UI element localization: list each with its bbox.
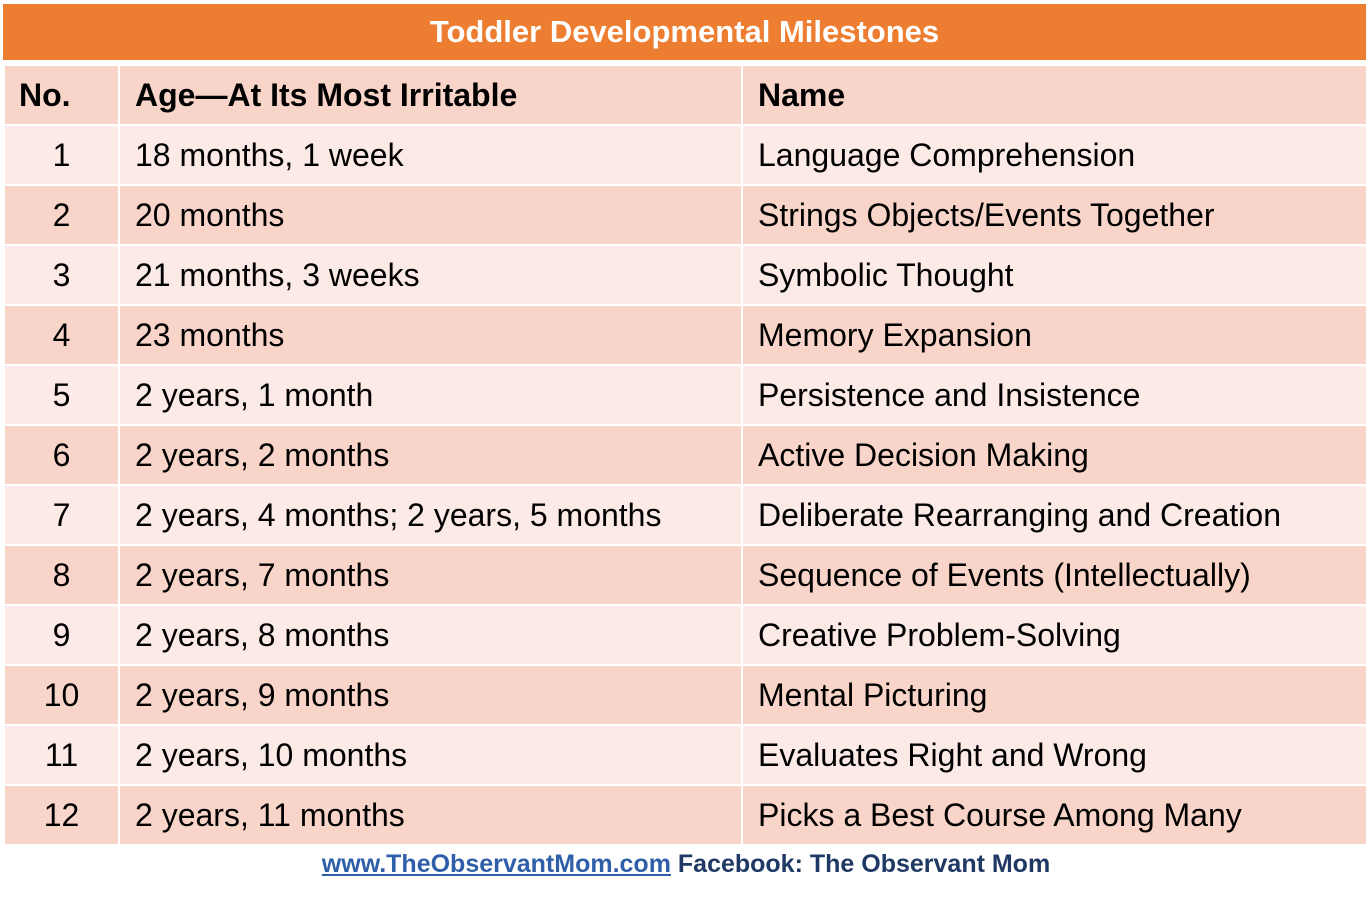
row-name: Active Decision Making (741, 424, 1368, 486)
row-age: 2 years, 11 months (118, 784, 743, 846)
row-name: Language Comprehension (741, 124, 1368, 186)
row-age: 20 months (118, 184, 743, 246)
row-name: Evaluates Right and Wrong (741, 724, 1368, 786)
column-header-name: Name (741, 64, 1368, 126)
row-name: Strings Objects/Events Together (741, 184, 1368, 246)
row-age: 23 months (118, 304, 743, 366)
row-number: 5 (3, 364, 120, 426)
row-age: 2 years, 7 months (118, 544, 743, 606)
row-number: 3 (3, 244, 120, 306)
row-name: Sequence of Events (Intellectually) (741, 544, 1368, 606)
row-number: 12 (3, 784, 120, 846)
table-row: 6 2 years, 2 months Active Decision Maki… (3, 424, 1368, 486)
milestones-table: No. Age—At Its Most Irritable Name 1 18 … (3, 64, 1368, 846)
website-link[interactable]: www.TheObservantMom.com (321, 850, 671, 878)
footer-credits: www.TheObservantMom.com Facebook: The Ob… (0, 850, 1372, 879)
milestones-table-container: No. Age—At Its Most Irritable Name 1 18 … (3, 64, 1368, 846)
row-number: 10 (3, 664, 120, 726)
table-row: 2 20 months Strings Objects/Events Toget… (3, 184, 1368, 246)
row-number: 1 (3, 124, 120, 186)
table-row: 8 2 years, 7 months Sequence of Events (… (3, 544, 1368, 606)
row-number: 2 (3, 184, 120, 246)
row-name: Mental Picturing (741, 664, 1368, 726)
row-number: 11 (3, 724, 120, 786)
table-row: 7 2 years, 4 months; 2 years, 5 months D… (3, 484, 1368, 546)
row-name: Persistence and Insistence (741, 364, 1368, 426)
column-header-age: Age—At Its Most Irritable (118, 64, 743, 126)
table-row: 4 23 months Memory Expansion (3, 304, 1368, 366)
row-age: 2 years, 10 months (118, 724, 743, 786)
table-row: 5 2 years, 1 month Persistence and Insis… (3, 364, 1368, 426)
row-name: Creative Problem-Solving (741, 604, 1368, 666)
table-header-row: No. Age—At Its Most Irritable Name (3, 64, 1368, 126)
row-age: 18 months, 1 week (118, 124, 743, 186)
table-body: 1 18 months, 1 week Language Comprehensi… (3, 124, 1368, 846)
table-title: Toddler Developmental Milestones (3, 4, 1366, 60)
row-number: 4 (3, 304, 120, 366)
row-age: 21 months, 3 weeks (118, 244, 743, 306)
row-age: 2 years, 9 months (118, 664, 743, 726)
row-number: 9 (3, 604, 120, 666)
row-number: 6 (3, 424, 120, 486)
table-row: 12 2 years, 11 months Picks a Best Cours… (3, 784, 1368, 846)
row-name: Picks a Best Course Among Many (741, 784, 1368, 846)
facebook-credit: Facebook: The Observant Mom (677, 850, 1051, 878)
table-row: 10 2 years, 9 months Mental Picturing (3, 664, 1368, 726)
row-name: Symbolic Thought (741, 244, 1368, 306)
row-age: 2 years, 4 months; 2 years, 5 months (118, 484, 743, 546)
row-age: 2 years, 2 months (118, 424, 743, 486)
table-row: 9 2 years, 8 months Creative Problem-Sol… (3, 604, 1368, 666)
table-row: 3 21 months, 3 weeks Symbolic Thought (3, 244, 1368, 306)
row-age: 2 years, 1 month (118, 364, 743, 426)
row-name: Deliberate Rearranging and Creation (741, 484, 1368, 546)
table-row: 11 2 years, 10 months Evaluates Right an… (3, 724, 1368, 786)
row-number: 8 (3, 544, 120, 606)
row-number: 7 (3, 484, 120, 546)
row-age: 2 years, 8 months (118, 604, 743, 666)
row-name: Memory Expansion (741, 304, 1368, 366)
column-header-no: No. (3, 64, 120, 126)
table-row: 1 18 months, 1 week Language Comprehensi… (3, 124, 1368, 186)
